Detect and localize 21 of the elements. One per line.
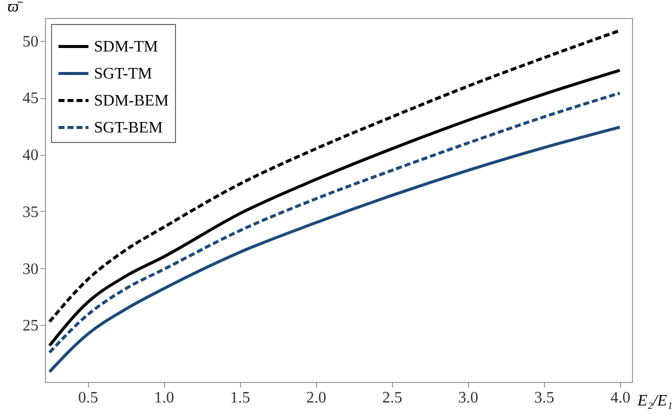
x-tick-label: 1.0: [154, 390, 174, 406]
x-tick-label: 2.5: [382, 390, 402, 406]
x-tick-label: 3.0: [458, 390, 478, 406]
x-tick-label: 3.5: [534, 390, 554, 406]
line-series: [48, 29, 622, 324]
y-tick-label: 40: [22, 147, 38, 164]
y-tick-label: 35: [22, 204, 38, 221]
y-axis-title: ϖ̄: [8, 0, 23, 16]
x-axis-title: E₂/E₁: [636, 392, 672, 410]
legend-label: SGT-TM: [94, 66, 152, 82]
y-tick-label: 30: [22, 260, 38, 278]
y-tick-label: 45: [22, 90, 38, 108]
x-tick-label: 0.5: [78, 390, 98, 406]
legend-label: SDM-BEM: [94, 92, 169, 110]
x-tick-label: 1.5: [230, 390, 250, 406]
x-tick-label: 4.0: [610, 390, 630, 406]
legend-label: SDM-TM: [94, 38, 158, 56]
y-tick-label: 25: [22, 318, 38, 335]
y-tick-label: 50: [22, 33, 38, 50]
legend-label: SGT-BEM: [94, 120, 163, 136]
x-tick-label: 2.0: [306, 390, 326, 406]
